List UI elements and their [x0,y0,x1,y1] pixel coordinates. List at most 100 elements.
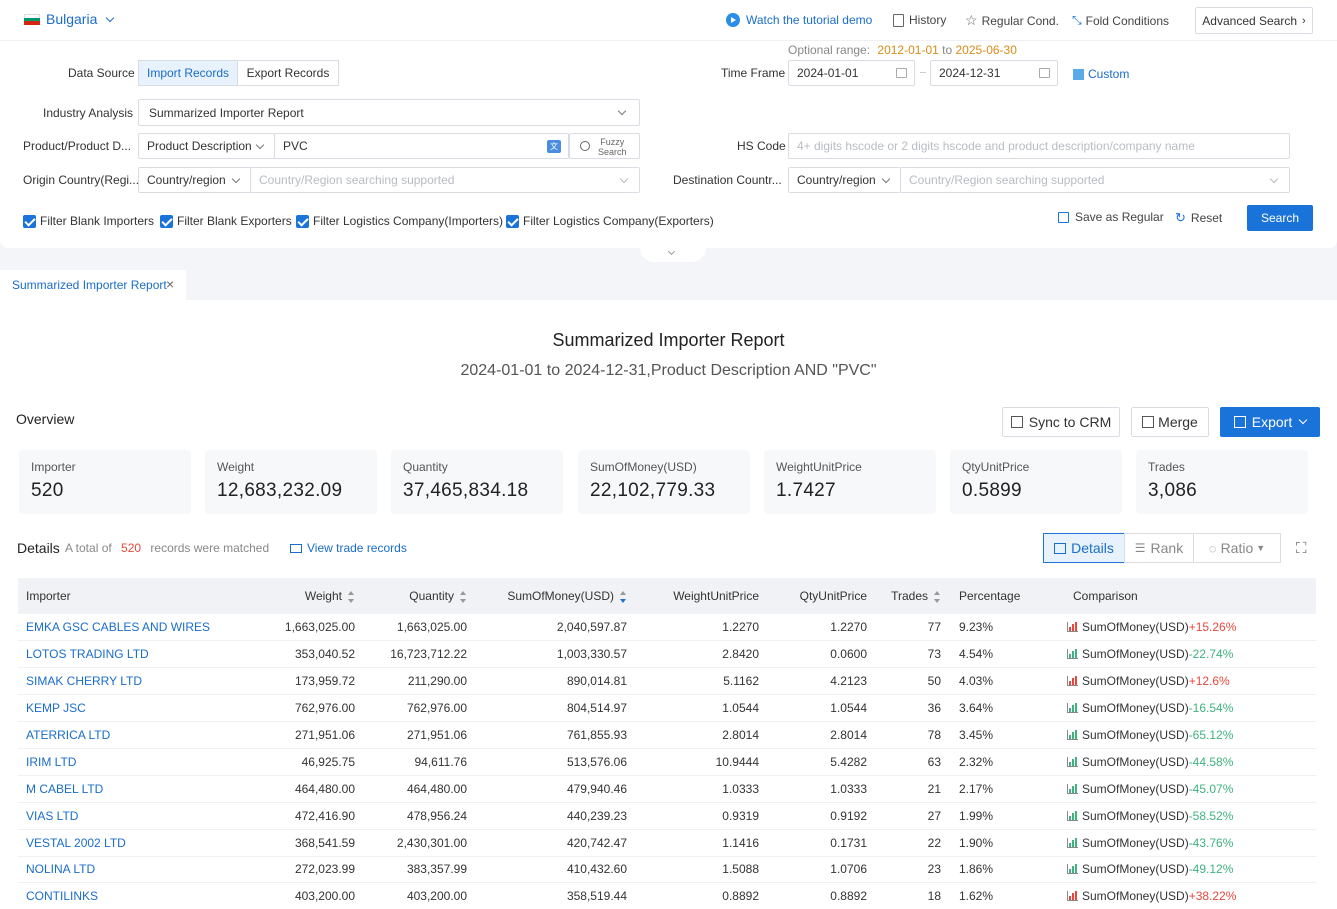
money-cell: 761,855.93 [566,728,627,742]
play-icon [726,13,740,27]
money-cell-td: 890,014.81 [475,667,635,696]
importer-link[interactable]: VIAS LTD [26,808,79,823]
origin-country-input[interactable]: Country/Region searching supported [250,167,640,193]
fold-conditions-button[interactable]: ⤡ Fold Conditions [1072,13,1169,28]
view-trade-records-link[interactable]: View trade records [290,541,407,555]
filter-logistics-importers[interactable]: Filter Logistics Company(Importers) [296,214,503,228]
search-button[interactable]: Search [1247,205,1313,231]
quantity-cell-td: 464,480.00 [363,775,475,803]
weight-cell-td: 472,416.90 [253,802,363,830]
bar-chart-icon [1067,676,1078,687]
reset-button[interactable]: ↻ Reset [1175,210,1222,226]
regular-cond-button[interactable]: ☆ Regular Cond. [965,12,1059,29]
importer-link[interactable]: KEMP JSC [26,701,86,716]
trades-cell: 23 [927,862,941,877]
weight-cell: 464,480.00 [294,781,355,796]
export-label: Export [1251,414,1293,430]
header-label: SumOfMoney(USD) [507,589,614,603]
comparison-value: -22.74% [1188,647,1234,662]
importer-link[interactable]: IRIM LTD [26,754,77,769]
fullscreen-icon[interactable]: ⛶ [1296,540,1307,557]
comparison-label: SumOfMoney(USD) [1082,835,1189,850]
advanced-search-button[interactable]: Advanced Search › [1195,7,1313,34]
table-row: EMKA GSC CABLES AND WIRES 1,663,025.00 1,6… [18,614,1316,642]
export-button[interactable]: Export [1220,407,1320,437]
view-rank-tab[interactable]: ☰ Rank [1124,533,1194,563]
importer-link[interactable]: SIMAK CHERRY LTD [26,674,143,689]
collapse-handle[interactable] [640,247,706,262]
history-button[interactable]: History [893,13,946,27]
hs-code-input[interactable]: 4+ digits hscode or 2 digits hscode and … [788,133,1290,159]
product-input[interactable]: PVC 文 [274,133,569,159]
col-quantity[interactable]: Quantity [363,578,475,614]
percentage-cell-td: 1.86% [949,856,1057,884]
stat-value: 37,465,834.18 [403,480,529,501]
chevron-down-icon [255,140,265,150]
optional-range-label: Optional range: [788,43,871,57]
trades-cell-td: 21 [875,775,949,803]
percentage-cell-td: 9.23% [949,614,1057,642]
comparison-label: SumOfMoney(USD) [1082,754,1189,769]
export-records-tab[interactable]: Export Records [238,60,339,86]
filter-blank-exporters[interactable]: Filter Blank Exporters [160,214,292,228]
fuzzy-search-toggle[interactable]: Fuzzy Search [569,133,640,159]
quantity-cell: 403,200.00 [406,889,467,904]
destination-country-input[interactable]: Country/Region searching supported [900,167,1290,193]
save-icon [1058,211,1069,223]
weight-cell: 46,925.75 [301,754,355,769]
custom-link[interactable]: Custom [1073,67,1129,81]
filter-logistics-exporters-label: Filter Logistics Company(Exporters) [523,214,714,228]
product-type-select[interactable]: Product Description [138,133,275,159]
end-date-value: 2024-12-31 [939,66,1001,80]
importer-link[interactable]: EMKA GSC CABLES AND WIRES [26,620,211,635]
translate-icon[interactable]: 文 [547,140,561,153]
trades-cell-td: 23 [875,856,949,884]
filter-logistics-exporters[interactable]: Filter Logistics Company(Exporters) [506,214,714,228]
col-trades[interactable]: Trades [875,578,949,614]
industry-analysis-select[interactable]: Summarized Importer Report [138,99,640,126]
view-ratio-tab[interactable]: ◌ Ratio ▼ [1193,533,1281,563]
country-selector[interactable]: Bulgaria [46,11,115,27]
merge-icon [1142,416,1155,428]
col-weight[interactable]: Weight [253,578,363,614]
filter-blank-importers[interactable]: Filter Blank Importers [23,214,154,228]
tutorial-label: Watch the tutorial demo [746,13,873,27]
regular-cond-label: Regular Cond. [981,13,1059,28]
end-date-input[interactable]: 2024-12-31 [930,60,1058,86]
col-sum-of-money[interactable]: SumOfMoney(USD) [475,578,635,614]
stat-label: Weight [217,460,255,474]
start-date-input[interactable]: 2024-01-01 [788,60,915,86]
money-cell: 804,514.97 [566,701,627,716]
importer-td: VIAS LTD [18,802,253,830]
view-details-tab[interactable]: Details [1043,533,1125,563]
comparison-label: SumOfMoney(USD) [1082,701,1189,716]
sync-to-crm-button[interactable]: Sync to CRM [1002,407,1120,437]
importer-link[interactable]: ATERRICA LTD [26,728,111,742]
importer-link[interactable]: NOLINA LTD [26,862,96,877]
destination-type-select[interactable]: Country/region [788,167,901,193]
comparison-cell: SumOfMoney(USD)+38.22% [1057,882,1316,909]
chevron-down-icon [881,174,891,184]
checkbox-checked-icon [23,214,36,228]
filter-blank-exporters-label: Filter Blank Exporters [177,214,292,228]
qty-unit-price-cell: 0.1731 [830,835,867,850]
money-cell: 890,014.81 [566,674,627,689]
fuzzy-label-line2: Search [598,147,627,157]
importer-link[interactable]: LOTOS TRADING LTD [26,647,149,662]
close-icon[interactable]: × [166,276,175,292]
tutorial-link[interactable]: Watch the tutorial demo [726,13,872,27]
filter-logistics-importers-label: Filter Logistics Company(Importers) [313,214,504,228]
weight-unit-price-cell: 1.5088 [722,862,759,877]
importer-link[interactable]: M CABEL LTD [26,781,104,796]
table-row: VESTAL 2002 LTD 368,541.59 2,430,301.00 420… [18,829,1316,857]
importer-link[interactable]: VESTAL 2002 LTD [26,835,126,850]
weight-unit-price-cell: 5.1162 [723,674,759,689]
import-records-tab[interactable]: Import Records [138,60,238,86]
merge-button[interactable]: Merge [1131,407,1209,437]
tab-summarized-importer-report[interactable]: Summarized Importer Report × [0,270,186,300]
importer-link[interactable]: CONTILINKS [26,889,99,904]
trades-cell: 22 [927,835,941,850]
comparison-value: +12.6% [1188,674,1230,689]
origin-type-select[interactable]: Country/region [138,167,251,193]
save-as-regular-button[interactable]: Save as Regular [1058,210,1164,224]
